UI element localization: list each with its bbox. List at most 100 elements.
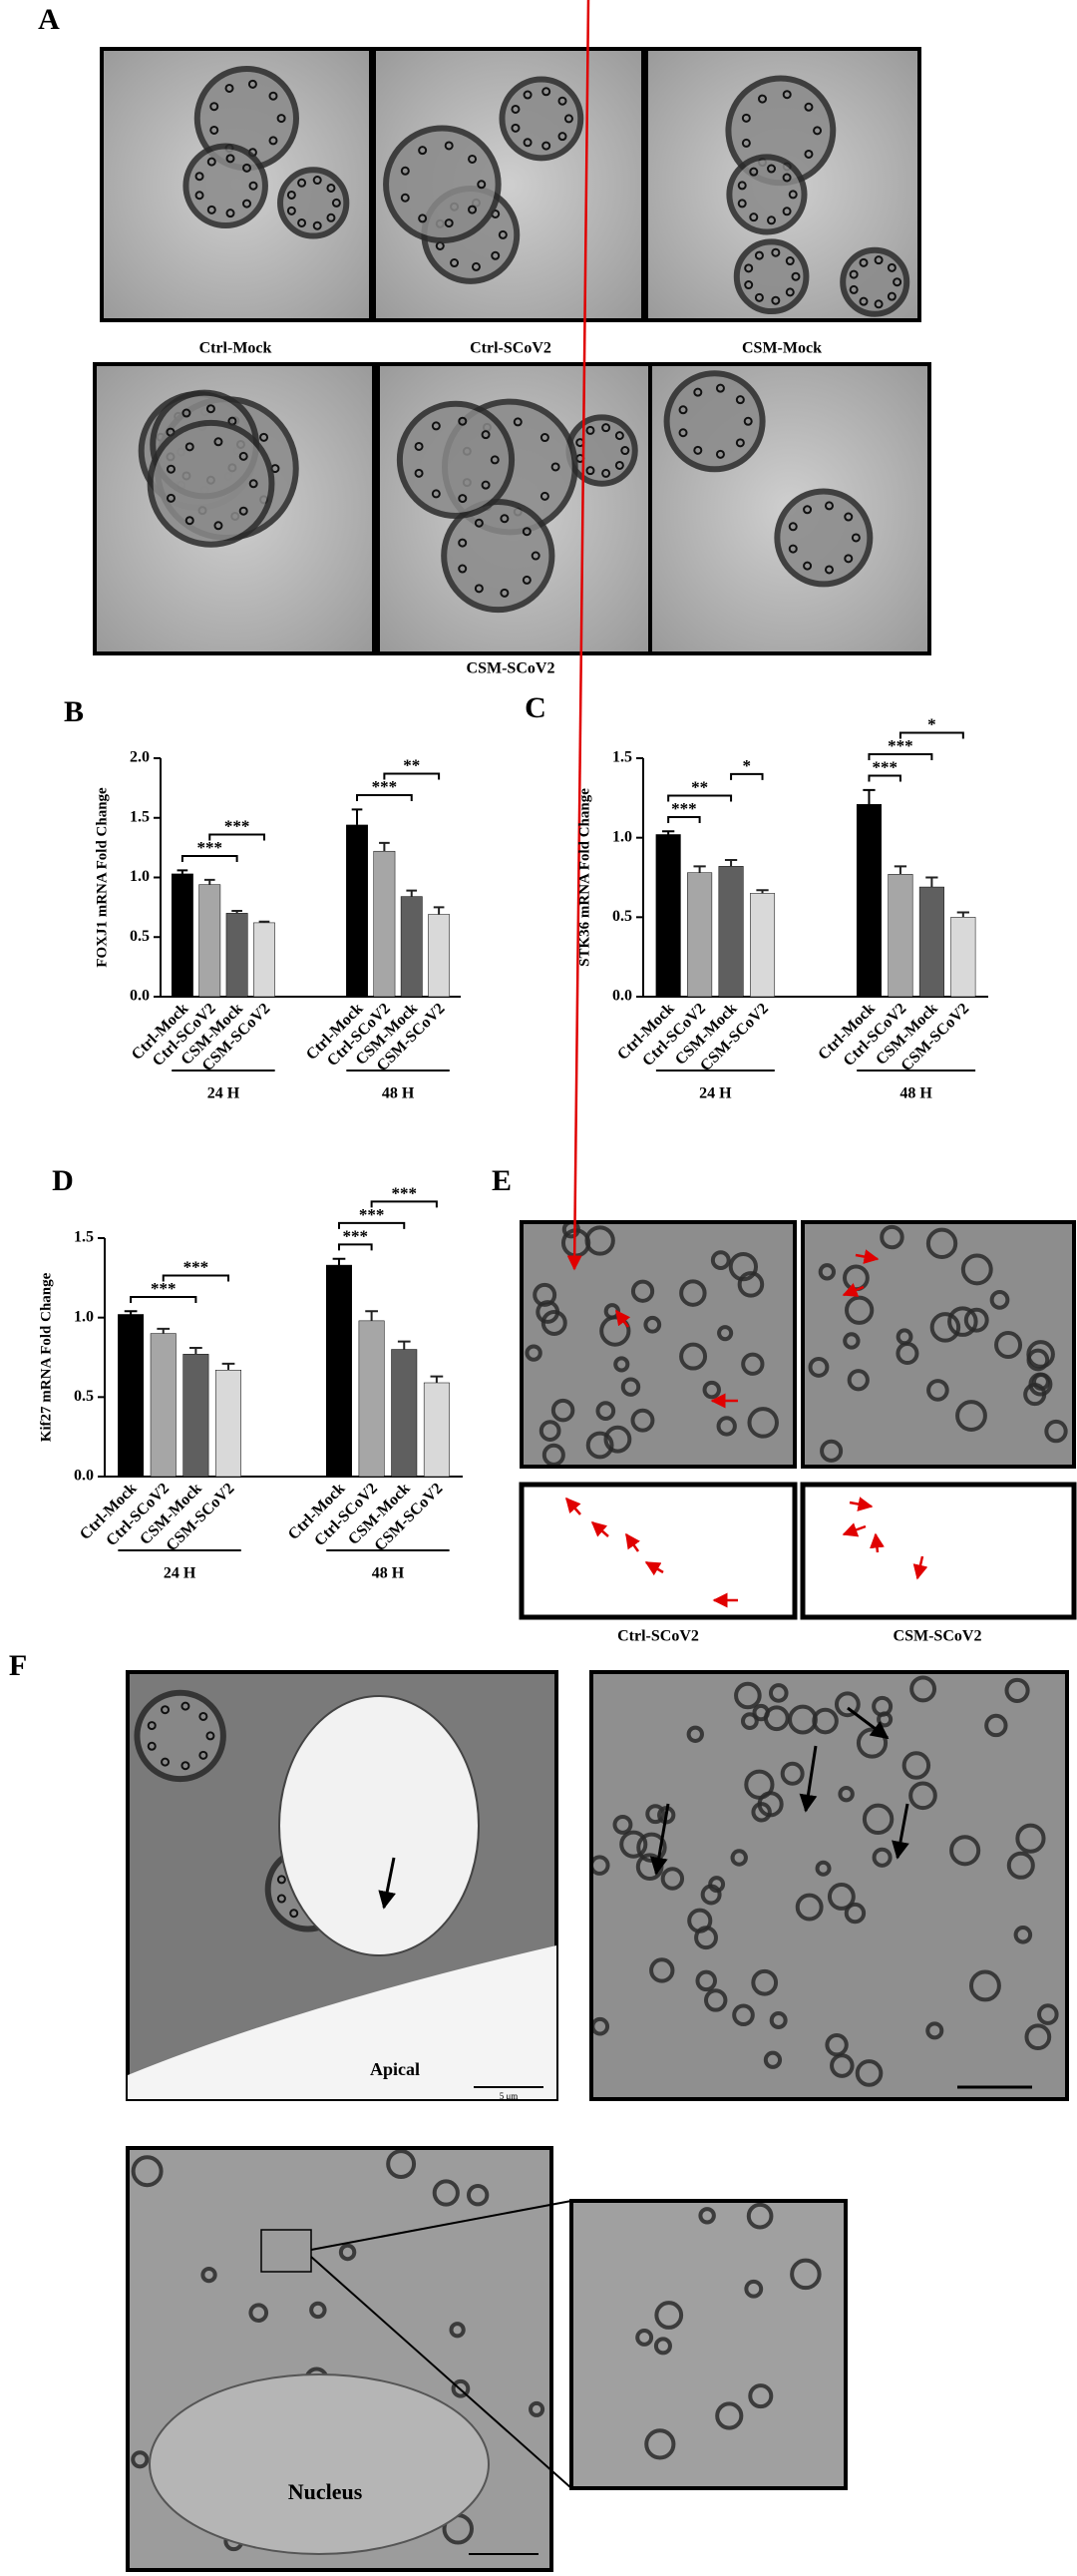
doublet <box>563 114 573 124</box>
doublet <box>242 163 252 173</box>
doublet <box>242 199 252 209</box>
micrograph-border <box>520 1220 797 1469</box>
bar <box>118 1314 145 1478</box>
cilium <box>843 1332 861 1350</box>
significance-bracket <box>337 1221 406 1229</box>
cilium <box>925 1227 958 1260</box>
arrow <box>624 1532 640 1552</box>
cilium <box>748 2383 774 2409</box>
micrograph <box>569 2199 848 2490</box>
doublet <box>511 104 521 114</box>
doublet <box>468 154 478 164</box>
y-axis-label: STK36 mRNA Fold Change <box>576 788 592 967</box>
doublet <box>735 438 745 448</box>
error-bar <box>124 1310 138 1315</box>
doublet <box>331 198 341 208</box>
arrow <box>590 1521 609 1537</box>
cilium <box>825 2032 849 2057</box>
cilium <box>1015 1823 1046 1854</box>
cilium <box>538 1420 561 1442</box>
doublet <box>804 149 814 159</box>
significance-bracket <box>868 753 933 761</box>
doublet <box>213 437 223 447</box>
error-bar <box>258 920 270 923</box>
cilium <box>732 2003 755 2027</box>
doublet <box>458 564 468 574</box>
cilium <box>716 1416 737 1437</box>
doublet <box>737 199 747 209</box>
cilium <box>1004 1677 1030 1703</box>
error-bar <box>956 911 969 918</box>
doublet <box>481 430 491 440</box>
doublet <box>735 395 745 405</box>
cilium <box>635 2328 654 2347</box>
nucleus <box>149 2373 490 2555</box>
y-axis-label: FOXJ1 mRNA Fold Change <box>94 787 110 968</box>
doublet <box>757 94 767 104</box>
y-tick-label: 1.0 <box>74 1308 94 1325</box>
cilium <box>649 1957 675 1983</box>
doublet <box>844 512 854 522</box>
doublet <box>184 516 194 526</box>
cilium <box>728 1251 759 1282</box>
doublet <box>205 404 215 414</box>
error-bar <box>724 858 738 867</box>
cilium <box>653 2337 672 2356</box>
cilium <box>613 1356 630 1373</box>
doublet <box>276 1894 286 1904</box>
cilium <box>747 1407 779 1439</box>
doublet <box>859 257 869 267</box>
micrograph <box>100 47 373 322</box>
doublet <box>557 132 567 142</box>
doublet <box>531 551 540 561</box>
significance-label: ** <box>403 755 420 774</box>
doublet <box>194 172 204 182</box>
significance-bracket <box>208 833 265 841</box>
doublet <box>414 468 424 478</box>
significance-label: *** <box>183 1257 209 1276</box>
bar <box>950 917 976 998</box>
cilium <box>131 2450 150 2469</box>
bar <box>687 872 713 998</box>
cilium <box>663 370 766 473</box>
doublet <box>297 178 307 188</box>
significance-bracket <box>130 1295 197 1303</box>
doublet <box>522 527 532 537</box>
doublet <box>741 113 751 123</box>
micrograph-bg <box>571 2201 846 2488</box>
y-tick-label: 0.0 <box>74 1468 94 1485</box>
cilium <box>730 1849 748 1867</box>
panel-label: A <box>38 3 60 36</box>
doublet <box>824 565 834 575</box>
doublet <box>767 215 777 225</box>
doublet <box>297 217 307 227</box>
doublet <box>477 180 487 190</box>
doublet <box>737 181 747 191</box>
red-arrows <box>565 1497 928 1608</box>
significance-label: *** <box>224 816 250 835</box>
doublet <box>248 181 258 191</box>
error-bar <box>756 889 769 894</box>
cilium <box>929 1312 961 1343</box>
doublet <box>147 1721 157 1731</box>
doublet <box>851 533 861 543</box>
panel-label: E <box>492 1164 512 1197</box>
cilium <box>687 1908 713 1933</box>
cilium <box>550 1398 575 1423</box>
significance-label: *** <box>343 1226 369 1245</box>
cilium <box>780 1761 805 1786</box>
doublet <box>400 193 410 203</box>
doublet <box>400 166 410 176</box>
cilium <box>1026 1348 1050 1372</box>
cilium <box>752 1703 770 1722</box>
significance-label: *** <box>872 757 898 776</box>
error-bar <box>221 1362 235 1371</box>
annotations <box>260 0 1077 2555</box>
doublet <box>715 383 725 393</box>
doublet <box>859 296 869 306</box>
cilium <box>466 2184 490 2207</box>
y-tick-label: 1.5 <box>612 749 632 766</box>
doublet <box>431 421 441 431</box>
